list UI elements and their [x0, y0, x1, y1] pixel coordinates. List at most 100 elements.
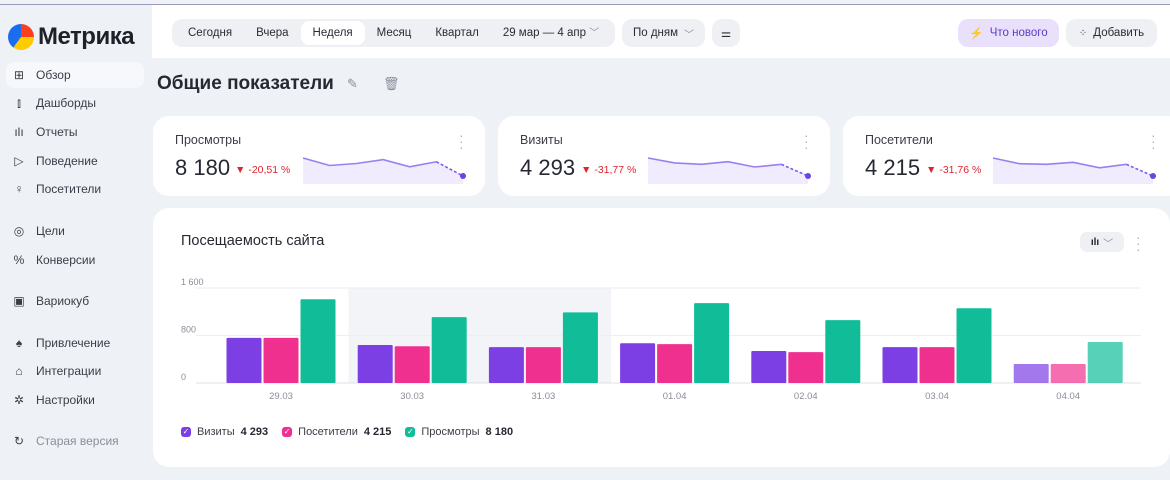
kpi-delta: ▼ -31,77 % [581, 164, 636, 176]
legend-checkbox-icon[interactable]: ✓ [181, 427, 191, 437]
metrika-logo-icon [8, 24, 34, 50]
sparkline-line [992, 157, 1127, 169]
sidebar-item-label: Отчеты [36, 125, 78, 139]
x-tick-label: 04.04 [1056, 391, 1080, 402]
arrow-down-icon: ▼ [581, 164, 592, 176]
sidebar-item-label: Привлечение [36, 336, 111, 350]
legend-label: Посетители [298, 426, 358, 438]
more-icon[interactable]: · · · [1151, 127, 1156, 155]
more-icon[interactable]: · · · [459, 127, 464, 155]
more-icon[interactable]: · · · [804, 127, 809, 155]
add-button[interactable]: ⁘ Добавить [1066, 19, 1157, 47]
filters-button[interactable]: ⚌ [712, 19, 740, 47]
bar-Просмотры-02.04 [825, 320, 861, 383]
reports-icon: ılı [14, 125, 24, 139]
whats-new-label: Что нового [989, 27, 1048, 39]
bar-Визиты-29.03 [226, 337, 262, 383]
period-quarter[interactable]: Квартал [435, 27, 479, 39]
sparkline-point [1150, 173, 1156, 179]
sidebar-item-label: Поведение [36, 154, 98, 168]
x-tick-label: 02.04 [794, 391, 818, 402]
sparkline-area [303, 158, 463, 184]
sidebar-item-label: Интеграции [36, 364, 102, 378]
x-tick-label: 29.03 [269, 391, 293, 402]
topbar: Сегодня Вчера Неделя Месяц Квартал 29 ма… [152, 5, 1170, 58]
period-week[interactable]: Неделя [300, 21, 365, 45]
legend-label: Визиты [197, 426, 235, 438]
user-icon: ♀ [14, 182, 24, 196]
kpi-value: 4 293 [520, 155, 576, 180]
legend-total: 4 293 [240, 426, 269, 438]
bar-Просмотры-01.04 [694, 303, 730, 383]
x-tick-label: 31.03 [532, 391, 556, 402]
gear-icon: ✲ [13, 393, 25, 407]
sidebar-item-label: Вариокуб [36, 294, 90, 308]
integrations-icon: ⌂ [15, 364, 23, 378]
kpi-card[interactable]: Посетители 4 215 ▼ -31,76 % · · · [843, 116, 1170, 196]
bar-Визиты-03.04 [882, 347, 918, 383]
legend-checkbox-icon[interactable]: ✓ [405, 427, 416, 437]
logo[interactable]: Метрика [8, 23, 135, 51]
bar-chart: 0 800 1 600 29.03 30.03 31.03 01.04 02.04 03.04 0… [181, 277, 1141, 402]
y-tick-label: 800 [181, 325, 196, 335]
chart-title: Посещаемость сайта [181, 233, 325, 249]
chart-type-dropdown[interactable]: ılı ﹀ [1080, 232, 1124, 252]
traffic-chart-card: Посещаемость сайта ılı ﹀ · · · 0 800 1 600 29.… [153, 208, 1170, 467]
bar-Посетители-02.04 [788, 352, 824, 383]
sidebar-item-6[interactable]: % Конверсии [6, 247, 144, 273]
sidebar-item-1[interactable]: ⫾ Дашборды [6, 90, 144, 116]
sparkline-line [302, 157, 437, 168]
sidebar-item-7[interactable]: ▣ Вариокуб [6, 288, 144, 314]
sidebar-item-11[interactable]: ↻ Старая версия [6, 428, 144, 454]
sidebar-item-2[interactable]: ılı Отчеты [6, 119, 144, 145]
grid-icon: ⊞ [13, 68, 25, 82]
kpi-label: Визиты [520, 133, 563, 147]
grouping-dropdown[interactable]: По дням ﹀ [622, 19, 705, 47]
date-range-dropdown[interactable]: 29 мар — 4 апр ﹀ [491, 21, 611, 45]
bar-Просмотры-29.03 [300, 299, 336, 383]
bar-Просмотры-30.03 [431, 317, 467, 383]
date-range-label: 29 мар — 4 апр [502, 27, 586, 39]
legend-total: 4 215 [363, 426, 392, 438]
play-icon: ▷ [14, 154, 24, 168]
y-tick-label: 1 600 [181, 277, 204, 287]
sidebar-item-5[interactable]: ◎ Цели [6, 218, 144, 244]
sparkline [302, 157, 466, 184]
sparkline [992, 157, 1156, 184]
period-yesterday[interactable]: Вчера [256, 27, 289, 39]
kpi-card[interactable]: Просмотры 8 180 ▼ -20,51 % · · · [153, 116, 485, 196]
sidebar-item-8[interactable]: ♠ Привлечение [6, 330, 144, 356]
sparkline [647, 157, 811, 184]
whats-new-button[interactable]: ⚡ Что нового [958, 19, 1059, 47]
period-selector: Сегодня Вчера Неделя Месяц Квартал 29 ма… [172, 19, 616, 47]
chevron-down-icon: ﹀ [589, 28, 600, 39]
sidebar-item-label: Обзор [36, 68, 71, 82]
sidebar: Метрика ⊞ Обзор ⫾ Дашборды ılı Отчеты ▷ Поведен… [0, 5, 152, 480]
sparkline-partial-line [435, 161, 464, 177]
kpi-delta-value: -31,76 % [939, 164, 982, 176]
pencil-icon[interactable]: ✎ [347, 76, 358, 91]
sidebar-item-10[interactable]: ✲ Настройки [6, 387, 144, 413]
legend-checkbox-icon[interactable]: ✓ [282, 427, 293, 437]
chevron-down-icon: ﹀ [684, 29, 695, 41]
kpi-delta-value: -20,51 % [248, 164, 291, 176]
kpi-card[interactable]: Визиты 4 293 ▼ -31,77 % · · · [498, 116, 830, 196]
period-today[interactable]: Сегодня [188, 27, 233, 39]
sidebar-item-3[interactable]: ▷ Поведение [6, 148, 144, 174]
legend-total: 8 180 [485, 426, 514, 438]
lightning-icon: ⚡ [969, 28, 984, 40]
sidebar-item-label: Посетители [36, 182, 102, 196]
trash-icon[interactable]: 🗑︎ [383, 76, 400, 91]
undo-icon: ↻ [13, 434, 25, 448]
percent-icon: % [13, 253, 25, 267]
sparkline-line [647, 157, 782, 168]
bar-Посетители-30.03 [394, 346, 430, 383]
sidebar-item-9[interactable]: ⌂ Интеграции [6, 358, 144, 384]
bar-Визиты-01.04 [620, 343, 656, 383]
period-month[interactable]: Месяц [376, 27, 412, 39]
sidebar-item-4[interactable]: ♀ Посетители [6, 176, 144, 202]
sidebar-item-label: Дашборды [36, 96, 96, 110]
sidebar-item-label: Конверсии [36, 253, 96, 267]
more-icon[interactable]: · · · [1136, 229, 1141, 257]
sidebar-item-0[interactable]: ⊞ Обзор [6, 62, 144, 88]
